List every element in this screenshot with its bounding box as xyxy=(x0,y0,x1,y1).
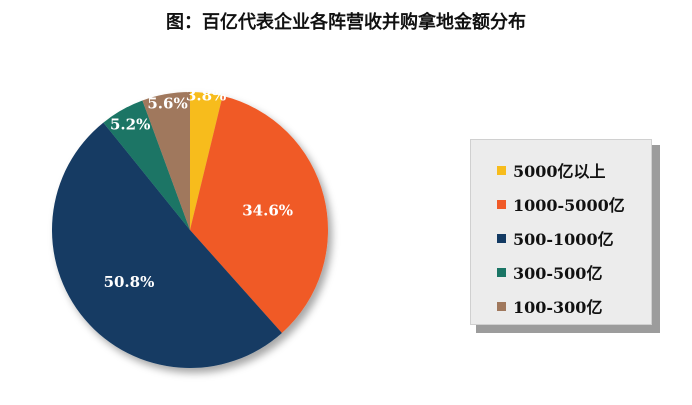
pie-labels: 3.8% 34.6% 50.8% 5.2% 5.6% xyxy=(104,87,293,291)
legend-item: 300-500亿 xyxy=(471,255,651,289)
legend-label: 300-500亿 xyxy=(513,264,603,283)
pie-slice-label: 50.8% xyxy=(104,273,155,291)
legend-swatch xyxy=(497,199,506,209)
pie-slice xyxy=(190,95,329,333)
legend-label: 1000-5000亿 xyxy=(513,196,625,215)
pie-slice-label: 5.6% xyxy=(147,95,187,113)
legend-item: 1000-5000亿 xyxy=(471,187,651,221)
pie-slice-label: 5.2% xyxy=(110,115,150,133)
legend-label: 100-300亿 xyxy=(513,298,603,317)
pie-slice-label: 3.8% xyxy=(186,87,226,105)
pie-slice xyxy=(190,92,223,230)
legend-item: 5000亿以上 xyxy=(471,153,651,187)
legend-swatch xyxy=(497,233,506,243)
pie-slice xyxy=(52,122,282,368)
pie-slices xyxy=(52,92,329,368)
legend-swatch xyxy=(497,301,506,311)
pie-slice xyxy=(142,92,190,230)
pie-slice-label: 34.6% xyxy=(242,202,293,220)
legend-label: 5000亿以上 xyxy=(513,162,606,181)
legend: 5000亿以上 1000-5000亿 500-1000亿 300-500亿 100-30… xyxy=(470,139,652,325)
legend-item: 100-300亿 xyxy=(471,289,651,323)
pie-slice xyxy=(103,100,190,230)
legend-item: 500-1000亿 xyxy=(471,221,651,255)
legend-swatch xyxy=(497,267,506,277)
chart-title: 图：百亿代表企业各阵营收并购拿地金额分布 xyxy=(166,12,526,33)
legend-label: 500-1000亿 xyxy=(513,230,614,249)
legend-swatch xyxy=(497,165,506,175)
